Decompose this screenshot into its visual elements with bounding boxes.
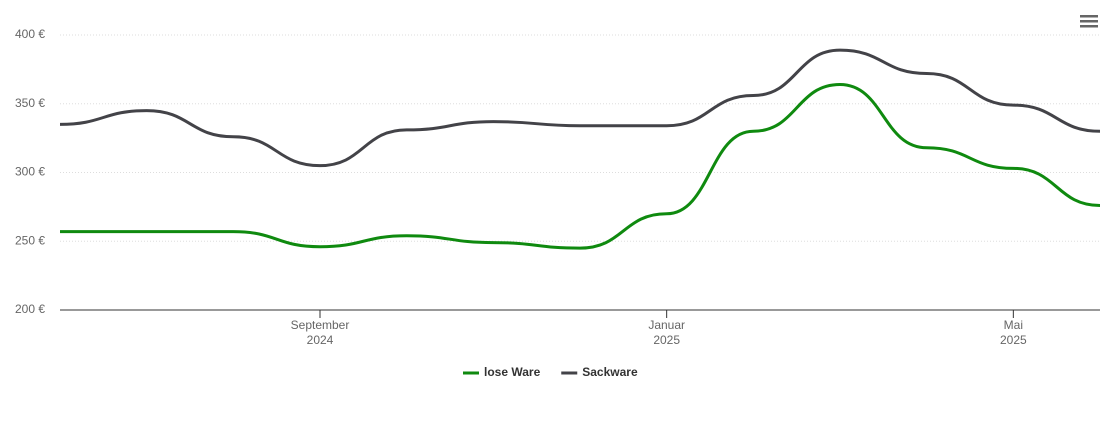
y-tick-label: 250 €: [15, 233, 45, 247]
x-tick-label: 2024: [307, 333, 334, 347]
legend-label: Sackware: [582, 365, 638, 379]
series-line: [60, 83, 1101, 250]
series-line: [59, 48, 1101, 168]
legend: lose Ware Sackware: [463, 365, 638, 379]
menu-bar: [1080, 15, 1098, 18]
y-tick-label: 400 €: [15, 27, 45, 41]
x-tick-label: Mai: [1004, 318, 1023, 332]
menu-bar: [1080, 25, 1098, 28]
menu-bar: [1080, 20, 1098, 23]
legend-item[interactable]: lose Ware: [463, 365, 541, 379]
y-tick-label: 350 €: [15, 96, 45, 110]
legend-label: lose Ware: [484, 365, 541, 379]
x-tick-label: Januar: [648, 318, 685, 332]
x-tick-label: 2025: [653, 333, 680, 347]
x-tick-label: 2025: [1000, 333, 1027, 347]
y-tick-label: 300 €: [15, 165, 45, 179]
legend-item[interactable]: Sackware: [561, 365, 638, 379]
x-tick-label: September: [291, 318, 350, 332]
y-tick-label: 200 €: [15, 302, 45, 316]
menu-icon[interactable]: [1080, 15, 1098, 28]
